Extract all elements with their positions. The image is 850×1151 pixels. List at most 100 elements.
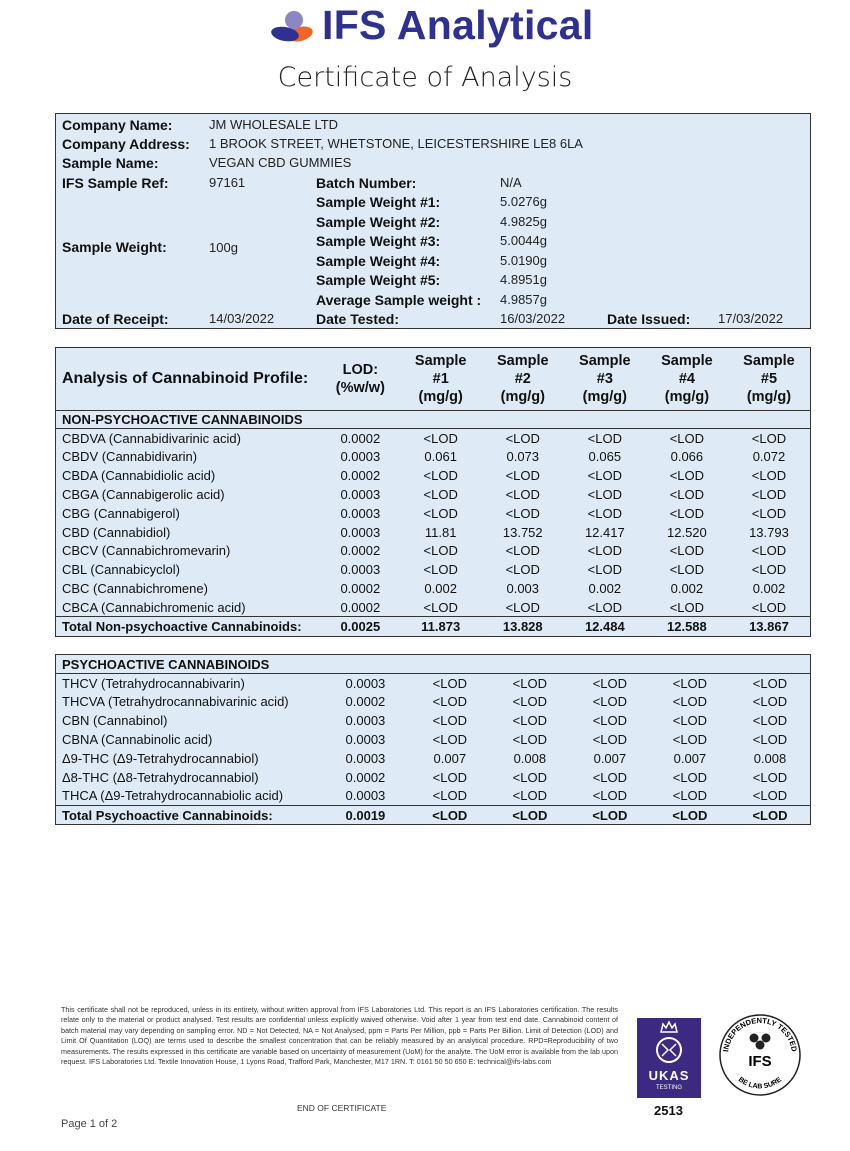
- sample-cell: <LOD: [592, 788, 628, 804]
- analyte-name: CBN (Cannabinol): [62, 713, 168, 729]
- sample-cell: 0.065: [588, 449, 622, 465]
- table-row: THCA (Δ9-Tetrahydrocannabiolic acid) 0.00…: [56, 787, 810, 806]
- cannabinoid-table: Analysis of Cannabinoid Profile: LOD: (%w…: [55, 347, 811, 637]
- sample-cell: <LOD: [751, 599, 787, 615]
- table-row: CBG (Cannabigerol) 0.0003 <LOD <LOD <LOD <LOD…: [56, 504, 810, 523]
- sample-cell: <LOD: [505, 562, 540, 578]
- disclaimer-text: This certificate shall not be reproduced…: [61, 1005, 618, 1067]
- sample-cell: <LOD: [423, 599, 458, 615]
- sample-cell: <LOD: [587, 505, 622, 521]
- sample-cell: <LOD: [672, 694, 708, 710]
- ifs-ref: 97161: [209, 175, 246, 190]
- sample-cell: <LOD: [423, 543, 458, 559]
- sample-cell: <LOD: [512, 675, 547, 691]
- sample-cell: <LOD: [729, 804, 810, 825]
- sample-cell: <LOD: [423, 562, 458, 578]
- sample-cell: 13.793: [749, 524, 789, 540]
- weight-value: 5.0044g: [500, 233, 547, 248]
- sample-cell: 12.520: [667, 524, 707, 540]
- sample-cell: <LOD: [752, 732, 788, 748]
- sample-cell: 0.008: [753, 750, 787, 766]
- disclaimer: This certificate shall not be reproduced…: [61, 1005, 618, 1067]
- lod-cell: 0.0025: [321, 616, 400, 636]
- ifs-logo-icon: [271, 10, 313, 42]
- table-row: THCV (Tetrahydrocannabivarin) 0.0003 <LOD <…: [56, 674, 810, 693]
- psychoactive-table: PSYCHOACTIVE CANNABINOIDS THCV (Tetrahydr…: [55, 654, 811, 826]
- sample-cell: Sample #3 (mg/g): [563, 348, 646, 411]
- analyte-name: CBCA (Cannabichromenic acid): [62, 599, 246, 615]
- weight-value: 5.0276g: [500, 194, 547, 209]
- sample-cell: <LOD: [587, 562, 622, 578]
- sample-cell: <LOD: [432, 694, 467, 710]
- sample-cell: 0.066: [670, 449, 704, 465]
- ukas-name: UKAS: [648, 1068, 690, 1083]
- sample-cell: <LOD: [751, 430, 787, 446]
- sample-cell: <LOD: [751, 487, 787, 503]
- sample-cell: <LOD: [669, 599, 705, 615]
- sample-cell: <LOD: [669, 468, 705, 484]
- sample-cell: <LOD: [751, 543, 787, 559]
- sample-cell: Sample #5 (mg/g): [727, 348, 810, 411]
- analyte-name: CBL (Cannabicyclol): [62, 562, 181, 578]
- table-row: CBCA (Cannabichromenic acid) 0.0002 <LOD <L…: [56, 598, 810, 617]
- lod-cell: LOD: (%w/w): [321, 348, 400, 411]
- table-row: CBDVA (Cannabidivarinic acid) 0.0002 <LOD <…: [56, 429, 810, 448]
- info-row: Sample Weight: 100g Sample Weight #3: 5.004…: [56, 231, 810, 255]
- table-row: Δ8-THC (Δ8-Tetrahydrocannabiol) 0.0002 <LO…: [56, 768, 810, 787]
- sample-cell: <LOD: [752, 675, 788, 691]
- analyte-name: CBD (Cannabidiol): [62, 524, 171, 540]
- label: Sample Name:: [62, 155, 159, 171]
- sample-cell: 0.007: [673, 750, 707, 766]
- table-row: CBGA (Cannabigerolic acid) 0.0003 <LOD <LOD…: [56, 485, 810, 504]
- label: Sample Weight #2:: [316, 214, 441, 230]
- ukas-number: 2513: [654, 1103, 683, 1118]
- table-row: CBCV (Cannabichromevarin) 0.0002 <LOD <LOD <…: [56, 542, 810, 561]
- sample-cell: <LOD: [505, 487, 540, 503]
- sample-cell: <LOD: [669, 543, 705, 559]
- ifs-logo: IFS Analytical: [268, 2, 594, 49]
- lod-cell: 0.0002: [345, 694, 386, 710]
- sample-cell: <LOD: [432, 732, 467, 748]
- info-row: Average Sample weight : 4.9857g: [56, 290, 810, 309]
- lod-cell: 0.0002: [340, 599, 381, 615]
- sample-cell: <LOD: [649, 804, 730, 825]
- lod-cell: 0.0003: [340, 562, 381, 578]
- sample-cell: <LOD: [569, 804, 650, 825]
- batch-number: N/A: [500, 175, 522, 190]
- sample-cell: <LOD: [512, 788, 547, 804]
- sample-cell: 11.81: [424, 524, 457, 540]
- sample-cell: <LOD: [752, 713, 788, 729]
- sample-weight: 100g: [209, 240, 238, 255]
- sample-cell: 13.867: [727, 616, 810, 636]
- email-link[interactable]: technical@ifs-labs.com: [477, 1057, 552, 1067]
- sample-cell: <LOD: [669, 430, 705, 446]
- analyte-name: Total Non-psychoactive Cannabinoids:: [56, 616, 321, 636]
- sample-cell: 12.484: [563, 616, 646, 636]
- page-number: Page 1 of 2: [61, 1118, 118, 1130]
- label: Sample Weight #1:: [316, 194, 441, 210]
- sample-cell: 12.417: [584, 524, 625, 540]
- table-row: CBN (Cannabinol) 0.0003 <LOD <LOD <LOD <LOD <L…: [56, 711, 810, 730]
- analyte-name: CBDV (Cannabidivarin): [62, 449, 198, 465]
- sample-cell: <LOD: [669, 487, 705, 503]
- label: Sample Weight #3:: [316, 233, 441, 249]
- analyte-name: CBDVA (Cannabidivarinic acid): [62, 430, 241, 446]
- sample-cell: <LOD: [512, 713, 547, 729]
- sample-cell: 12.588: [645, 616, 728, 636]
- lod-cell: 0.0003: [345, 713, 386, 729]
- lod-cell: 0.0003: [340, 449, 381, 465]
- sample-cell: 0.002: [424, 581, 457, 597]
- sample-cell: <LOD: [592, 769, 628, 785]
- lod-cell: 0.0003: [345, 750, 386, 766]
- sample-cell: Sample #4 (mg/g): [645, 348, 728, 411]
- info-row: Sample Name: VEGAN CBD GUMMIES: [56, 153, 810, 172]
- sample-cell: <LOD: [669, 505, 705, 521]
- sample-cell: 0.008: [513, 750, 547, 766]
- label: Sample Weight #4:: [316, 253, 441, 269]
- lod-cell: 0.0003: [340, 487, 381, 503]
- ukas-logo: UKAS TESTING: [637, 1018, 701, 1098]
- analyte-name: CBC (Cannabichromene): [62, 581, 208, 597]
- lod-cell: 0.0002: [340, 581, 381, 597]
- sample-cell: 0.007: [593, 750, 627, 766]
- sample-cell: <LOD: [505, 468, 540, 484]
